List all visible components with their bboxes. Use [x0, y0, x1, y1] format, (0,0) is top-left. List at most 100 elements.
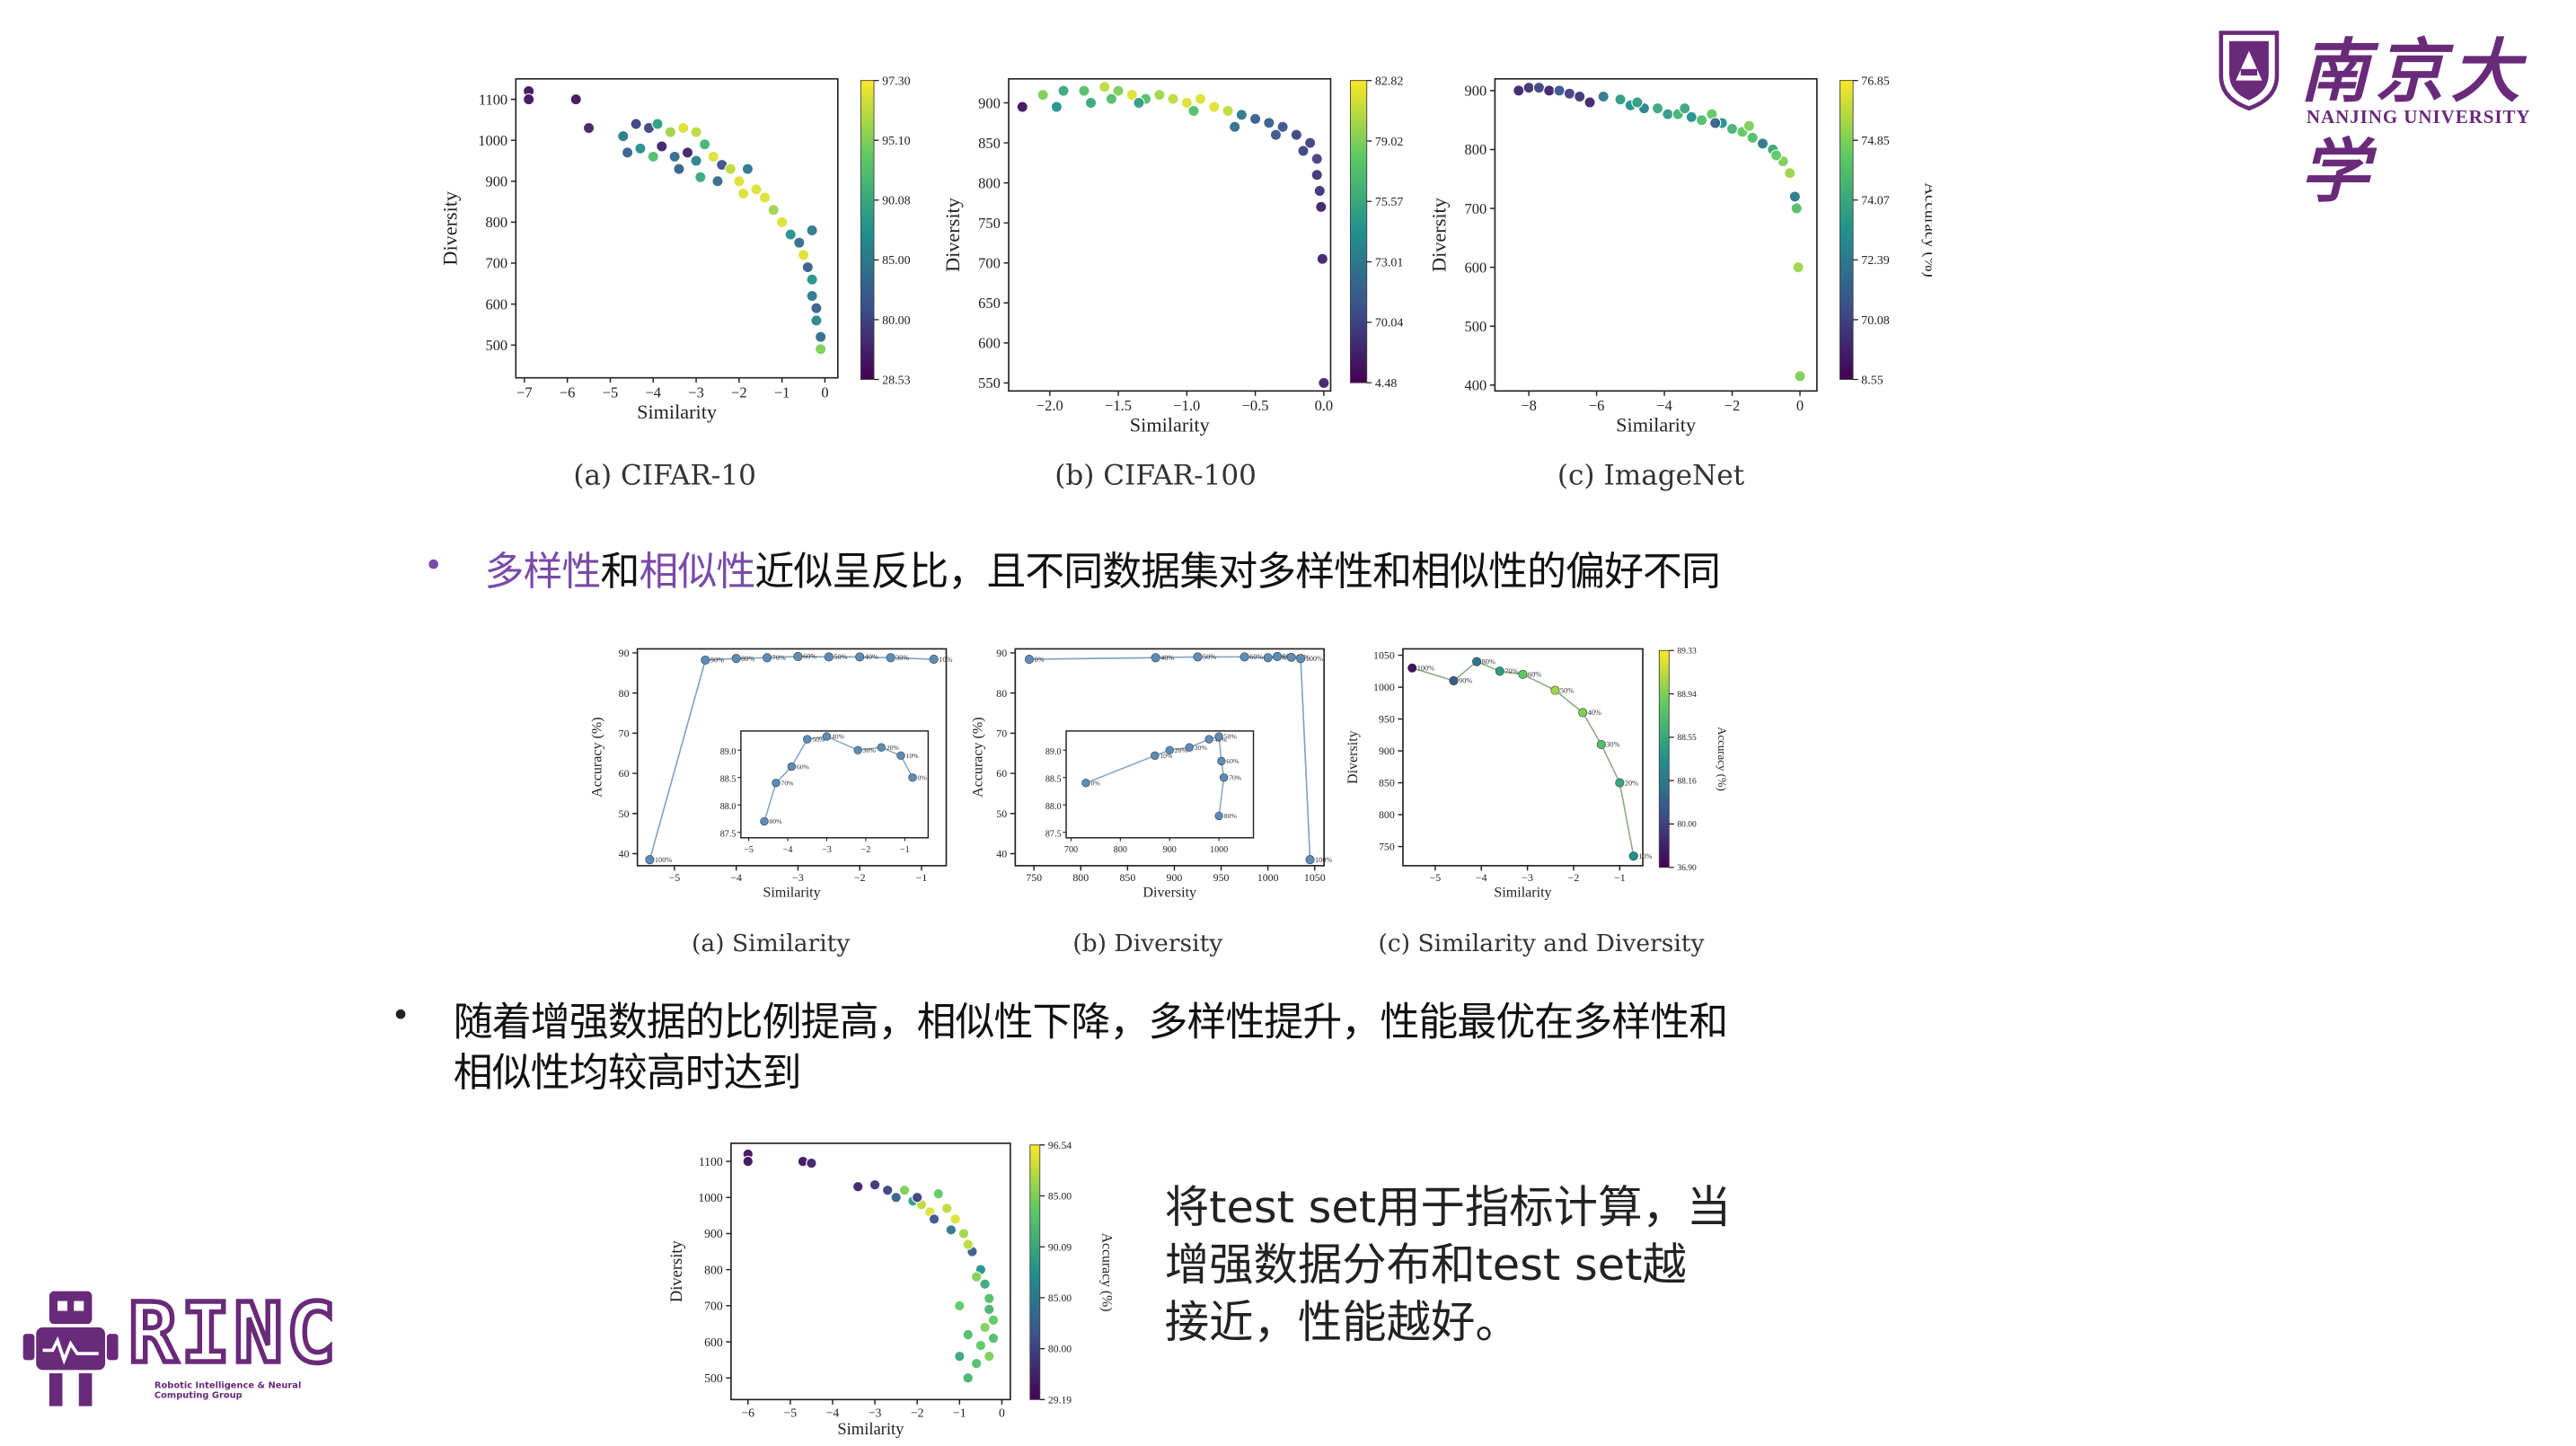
series-point [645, 855, 655, 865]
scatter-point [681, 146, 694, 159]
y-tick-label: 850 [978, 135, 1001, 152]
colorbar-tick-label: 79.02 [1375, 136, 1403, 149]
scatter-point [694, 171, 707, 183]
y-tick-label: 1100 [699, 1155, 723, 1168]
x-tick-label: −4 [1476, 871, 1487, 884]
point-label: 60% [1528, 671, 1541, 679]
inset-x-tick-label: −3 [822, 845, 832, 855]
series-point [731, 654, 741, 664]
colorbar-tick-label: 90.08 [882, 195, 910, 208]
scatter-point [711, 175, 724, 188]
scatter-point [806, 224, 818, 237]
scatter-point [1313, 184, 1326, 198]
robot-icon [22, 1291, 119, 1406]
x-tick-label: 0 [1796, 397, 1804, 414]
x-tick-label: −2.0 [1037, 397, 1063, 414]
y-tick-label: 800 [485, 214, 507, 231]
y-axis-label: Diversity [438, 190, 461, 266]
x-tick-label: 950 [1213, 871, 1230, 884]
bullet-dot-1: • [423, 545, 444, 586]
scatter-point [1276, 120, 1289, 133]
scatter-point [1553, 84, 1566, 97]
scatter-point [1269, 128, 1283, 141]
rinc-subtitle: Robotic Intelligence & Neural Computing … [154, 1381, 302, 1402]
colorbar-tick-label: 36.90 [1677, 864, 1697, 873]
y-tick-label: 1000 [1373, 681, 1395, 693]
point-label: 100% [655, 856, 672, 864]
scatter-point [1756, 137, 1769, 150]
inset-point [1151, 751, 1160, 761]
point-label: 60% [803, 653, 816, 661]
inset-x-tick-label: 900 [1163, 845, 1177, 855]
point-label: 30% [895, 654, 909, 662]
inset-x-tick-label: 800 [1114, 845, 1127, 855]
scatter-point [1790, 202, 1803, 215]
inset-point-label: 60% [797, 763, 810, 771]
y-tick-label: 800 [704, 1263, 723, 1276]
y-tick-label: 500 [704, 1371, 723, 1385]
colorbar-tick-label: 89.33 [1677, 648, 1697, 657]
scatter-point [1709, 117, 1722, 129]
scatter-point [1522, 82, 1535, 94]
scatter-point [1105, 93, 1118, 105]
scatter-point [1222, 104, 1234, 118]
scatter-point [673, 163, 685, 175]
colorbar-tick-label: 88.16 [1677, 777, 1697, 786]
scatter-point [1543, 84, 1556, 97]
scatter-point [932, 1188, 944, 1200]
y-tick-label: 650 [978, 295, 1001, 312]
inset-y-tick-label: 88.0 [720, 802, 737, 812]
y-tick-label: 900 [978, 94, 1001, 111]
x-axis-label: Similarity [637, 401, 718, 423]
x-tick-label: 1050 [1304, 871, 1326, 884]
y-tick-label: 90 [619, 647, 630, 659]
inset-point-label: 60% [1226, 757, 1239, 765]
plot-frame [1402, 648, 1644, 867]
colorbar-tick-label: 75.57 [1375, 196, 1403, 209]
x-tick-label: −1.0 [1173, 397, 1200, 414]
point-label: 10% [939, 656, 952, 664]
caption-diversity: (b) Diversity [1072, 931, 1223, 958]
scatter-point [940, 1203, 953, 1214]
point-label: 90% [710, 657, 724, 665]
series-point [1449, 675, 1459, 685]
bullet-highlight-similarity: 相似性 [639, 548, 755, 595]
university-name-en: NANJING UNIVERSITY [2306, 108, 2531, 128]
point-label: 80% [741, 655, 754, 663]
y-tick-label: 400 [1465, 377, 1487, 394]
series-point [855, 652, 865, 662]
y-tick-label: 500 [1465, 318, 1487, 335]
x-tick-label: 800 [1072, 871, 1089, 884]
colorbar-tick-label: 80.00 [882, 314, 910, 328]
inset-x-tick-label: −2 [861, 845, 871, 855]
inset-point [803, 735, 812, 744]
colorbar-label: Accuracy (%) [1921, 182, 1932, 277]
y-tick-label: 70 [619, 727, 630, 740]
x-tick-label: 1000 [1257, 871, 1279, 884]
note-line-1: 将test set用于指标计算，当 [1164, 1182, 1732, 1234]
x-tick-label: −3 [1522, 871, 1533, 884]
y-tick-label: 700 [1465, 200, 1487, 217]
colorbar-tick-label: 74.85 [1861, 135, 1889, 148]
scatter-point [1597, 90, 1610, 103]
colorbar-tick-label: 76.85 [1861, 75, 1889, 89]
y-tick-label: 900 [485, 173, 507, 190]
scatter-point [630, 118, 642, 130]
colorbar-tick-label: 4.48 [1375, 377, 1397, 391]
scatter-point [801, 260, 814, 274]
colorbar-tick-label: 8.55 [1861, 374, 1883, 387]
inset-point [1204, 735, 1213, 744]
scatter-point [949, 1213, 961, 1225]
scatter-point [1084, 96, 1098, 110]
scatter-point [979, 1321, 991, 1334]
scatter-point [1263, 117, 1275, 129]
y-tick-label: 850 [1379, 777, 1395, 789]
point-label: 70% [772, 654, 786, 662]
scatter-point [962, 1371, 974, 1384]
inset-point [1185, 743, 1194, 752]
scatter-point [617, 130, 630, 143]
y-tick-label: 600 [485, 295, 507, 313]
series-point [1472, 657, 1482, 666]
scatter-point [1153, 89, 1166, 101]
scatter-point [1563, 87, 1575, 100]
